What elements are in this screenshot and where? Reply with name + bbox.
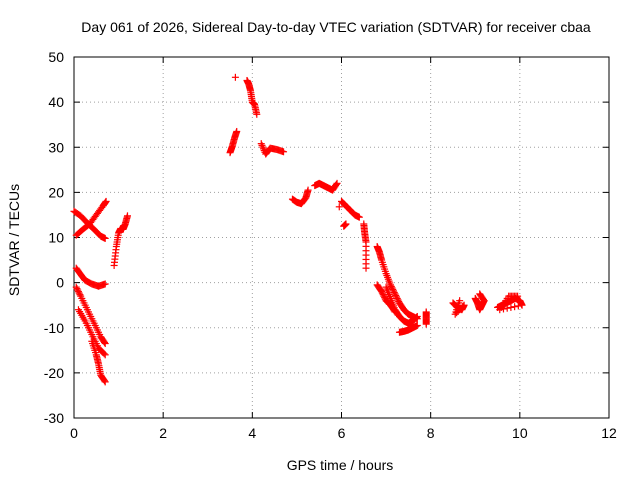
data-point: [390, 287, 398, 295]
data-point: [355, 213, 363, 221]
data-point: [74, 288, 82, 296]
x-tick-label: 8: [427, 425, 435, 441]
x-tick-label: 2: [159, 425, 167, 441]
data-point: [511, 303, 519, 311]
y-tick-label: 30: [48, 139, 64, 155]
y-tick-label: 0: [56, 275, 64, 291]
data-point: [476, 290, 484, 298]
x-tick-label: 0: [70, 425, 78, 441]
data-point: [380, 292, 388, 300]
x-tick-label: 6: [338, 425, 346, 441]
data-point: [460, 301, 468, 309]
data-point: [101, 378, 109, 386]
data-point: [233, 127, 241, 135]
data-point: [231, 73, 239, 81]
data-point: [413, 313, 421, 321]
data-point: [74, 286, 82, 294]
data-point: [102, 197, 110, 205]
data-point: [392, 291, 400, 299]
data-point: [413, 321, 421, 329]
data-point: [379, 291, 387, 299]
data-point: [124, 212, 131, 220]
data-point: [280, 148, 288, 156]
x-tick-label: 12: [601, 425, 617, 441]
data-point: [387, 281, 395, 289]
y-tick-label: -30: [44, 410, 64, 426]
data-point: [507, 303, 515, 311]
data-point: [457, 304, 465, 312]
data-point: [392, 293, 400, 301]
data-point: [258, 141, 266, 149]
y-tick-label: -10: [44, 320, 64, 336]
data-point: [389, 285, 397, 293]
data-point: [101, 280, 109, 288]
data-point: [76, 291, 84, 299]
data-point: [253, 110, 261, 118]
y-tick-label: 20: [48, 184, 64, 200]
x-axis-label: GPS time / hours: [286, 457, 394, 473]
data-point: [390, 288, 398, 296]
data-point: [100, 338, 108, 346]
data-point: [101, 340, 109, 348]
data-point: [304, 186, 312, 194]
data-point: [259, 143, 267, 151]
y-tick-label: 40: [48, 94, 64, 110]
data-point: [75, 289, 83, 297]
data-point: [503, 304, 511, 312]
data-point: [387, 282, 395, 290]
data-point: [514, 302, 522, 310]
data-point: [335, 203, 343, 211]
data-point: [342, 220, 350, 228]
data-point: [518, 301, 526, 309]
data-point: [422, 320, 430, 328]
data-point: [332, 180, 340, 188]
data-point: [476, 291, 484, 299]
data-point: [381, 294, 389, 302]
data-point: [362, 264, 370, 272]
data-point: [259, 145, 267, 153]
data-point: [100, 350, 108, 358]
data-point: [101, 234, 109, 242]
data-point: [101, 351, 109, 359]
y-axis-label: SDTVAR / TECUs: [6, 183, 22, 297]
plot-frame: [73, 56, 610, 419]
data-point: [100, 377, 108, 385]
data-point: [333, 179, 341, 187]
data-point: [394, 296, 402, 304]
data-point: [456, 297, 464, 305]
data-point: [413, 312, 421, 320]
y-tick-label: 10: [48, 230, 64, 246]
data-point: [459, 303, 467, 311]
data-point: [412, 314, 420, 322]
x-tick-label: 4: [248, 425, 256, 441]
data-point: [73, 285, 81, 293]
data-point: [391, 290, 399, 298]
data-point: [72, 283, 80, 291]
data-point: [514, 292, 522, 300]
y-tick-label: 50: [48, 49, 64, 65]
data-point: [393, 294, 401, 302]
data-point: [378, 289, 386, 297]
chart-title: Day 061 of 2026, Sidereal Day-to-day VTE…: [81, 19, 591, 35]
data-point: [257, 140, 265, 148]
y-tick-label: -20: [44, 365, 64, 381]
x-tick-label: 10: [512, 425, 528, 441]
data-point: [388, 284, 396, 292]
data-point: [378, 288, 386, 296]
